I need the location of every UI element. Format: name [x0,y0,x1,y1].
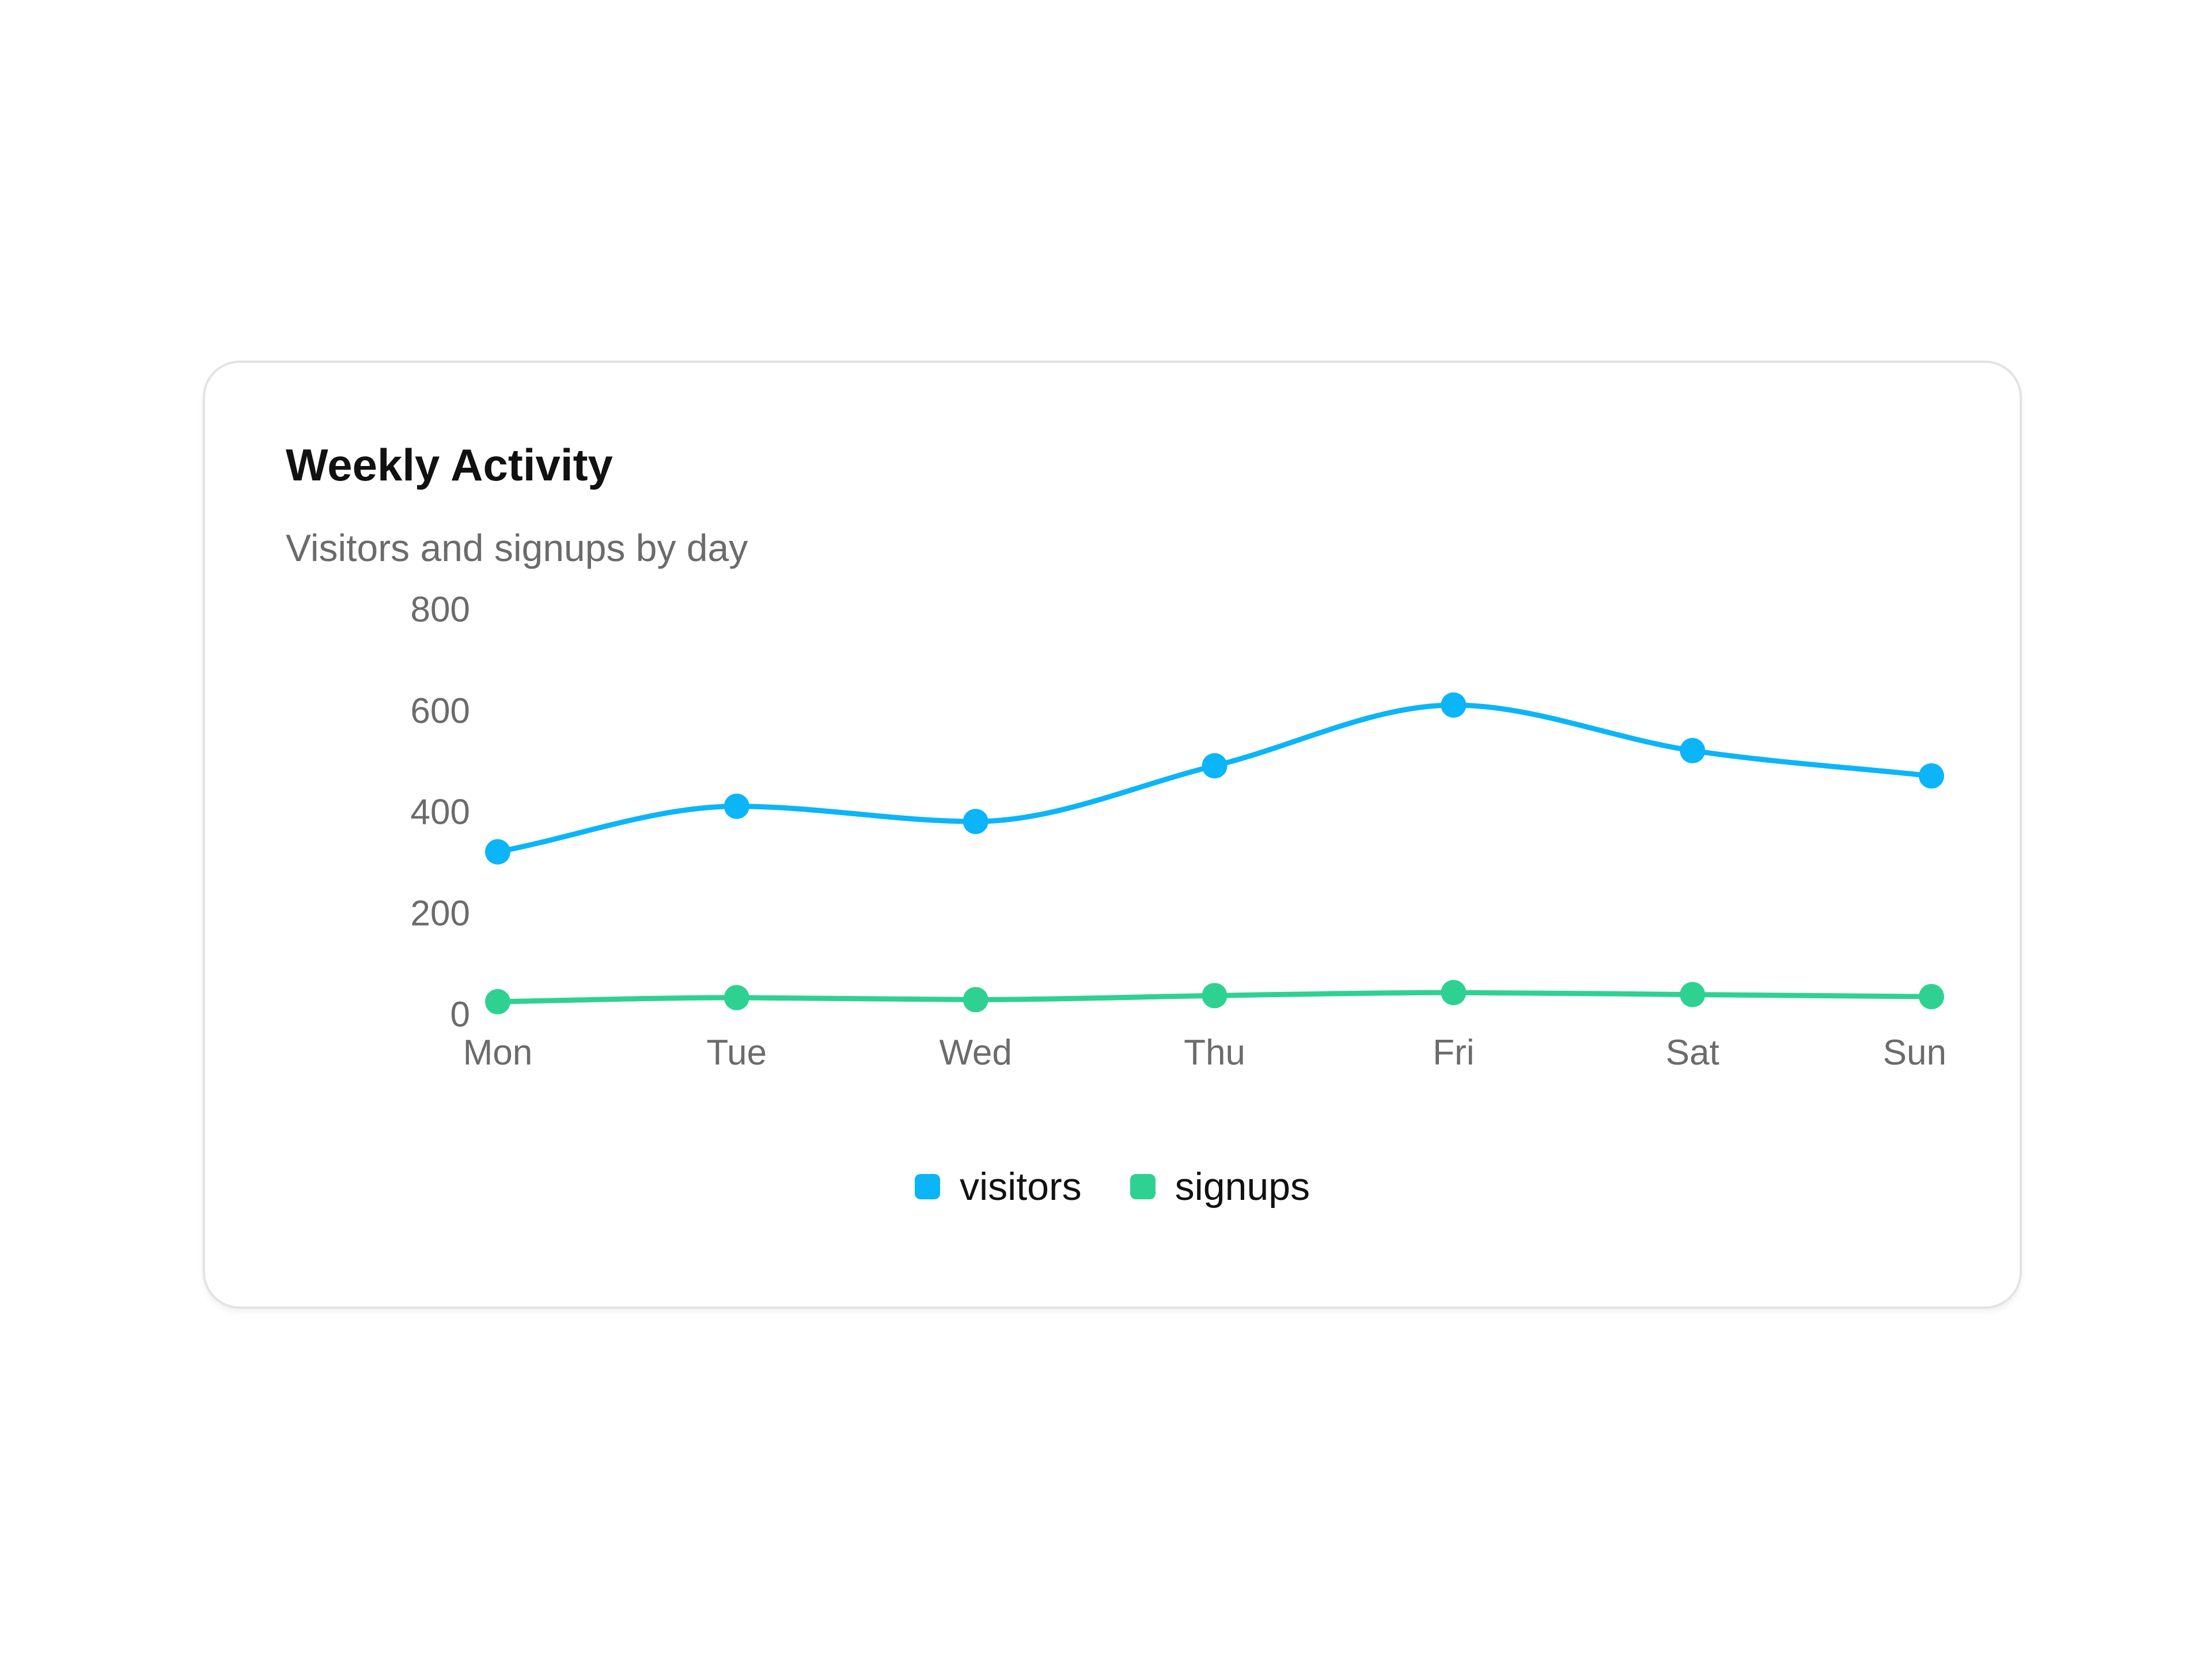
x-tick-label: Sun [1883,1033,1946,1073]
visitors-point-thu[interactable] [1202,753,1228,779]
visitors-point-sun[interactable] [1919,763,1944,789]
visitors-point-mon[interactable] [485,839,510,865]
x-tick-label: Sat [1666,1033,1719,1073]
visitors-point-wed[interactable] [963,809,988,835]
x-tick-label: Mon [463,1033,533,1073]
signups-point-wed[interactable] [963,987,988,1013]
signups-point-fri[interactable] [1441,980,1467,1006]
signups-point-sat[interactable] [1680,982,1706,1007]
series-lines [495,702,1934,1005]
signups-point-thu[interactable] [1202,983,1228,1009]
legend-item-visitors[interactable]: visitors [915,1167,1082,1206]
legend: visitors signups [205,1167,2020,1206]
x-tick-label: Thu [1184,1033,1245,1073]
y-tick-label: 600 [411,691,470,731]
visitors-point-sat[interactable] [1680,738,1706,764]
y-axis: 0 200 400 600 800 [411,590,470,1035]
chart-title: Weekly Activity [286,440,613,490]
x-axis: Mon Tue Wed Thu Fri Sat Sun [463,1033,1946,1073]
x-tick-label: Fri [1433,1033,1474,1073]
x-tick-label: Wed [939,1033,1012,1073]
legend-swatch-signups [1130,1174,1156,1199]
legend-item-signups[interactable]: signups [1130,1167,1310,1206]
legend-label-signups: signups [1175,1165,1310,1209]
signups-point-sun[interactable] [1919,984,1944,1010]
y-tick-label: 800 [411,590,470,630]
y-tick-label: 200 [411,893,470,933]
legend-label-visitors: visitors [960,1165,1082,1209]
legend-swatch-visitors [915,1174,941,1199]
y-tick-label: 0 [450,995,470,1035]
visitors-point-tue[interactable] [724,793,749,819]
chart-card: Weekly Activity Visitors and signups by … [203,361,2022,1309]
series-points [485,692,1944,1014]
chart-subtitle: Visitors and signups by day [286,527,748,569]
line-chart: 0 200 400 600 800 Mon Tue Wed Thu Fri Sat Sun [411,590,1946,1073]
x-tick-label: Tue [707,1033,767,1073]
visitors-point-fri[interactable] [1441,692,1467,718]
signups-point-mon[interactable] [485,988,510,1014]
y-tick-label: 400 [411,793,470,832]
signups-point-tue[interactable] [724,984,749,1010]
